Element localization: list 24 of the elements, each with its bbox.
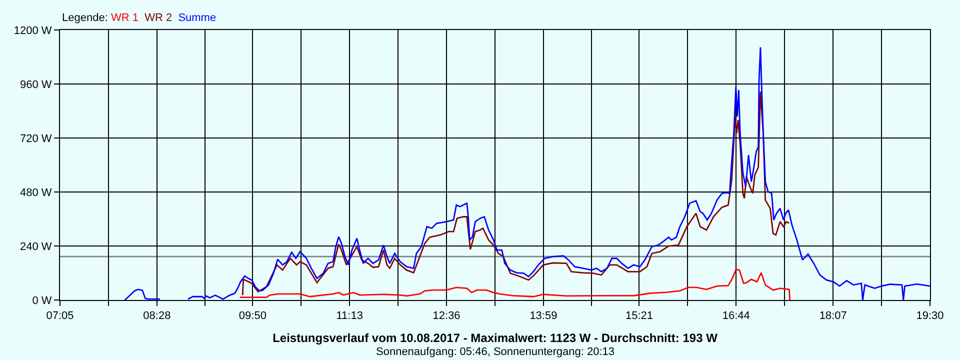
x-tick-label: 09:50 [238,310,266,322]
text: Leistungsverlauf vom 10.08.2017 - Maximalwert: 1123 W - Durchschnitt: 193 W [272,331,718,346]
x-tick-label: 08:28 [143,310,171,322]
line-series [242,90,790,296]
line-series [239,268,791,300]
y-tick-label: 480 W [20,186,52,199]
legend-title: Legende: [62,12,108,24]
y-tick-label: 0 W [32,294,52,307]
text: Summe [178,12,216,24]
x-tick-label: 12:36 [432,310,460,322]
x-tick-label: 13:59 [530,310,558,322]
text: WR 2 [144,12,172,24]
text: WR 1 [110,12,138,24]
y-tick-label: 240 W [20,240,52,253]
x-tick-label: 11:13 [336,310,363,322]
x-tick-label: 15:21 [625,310,653,322]
x-tick-label: 18:07 [819,310,847,322]
y-tick-label: 1200 W [14,24,52,37]
y-tick-label: 720 W [20,132,52,145]
text: Sonnenaufgang: 05:46, Sonnenuntergang: 20:13 [376,346,615,358]
x-tick-label: 19:30 [916,310,944,322]
x-tick-label: 07:05 [46,310,74,322]
y-tick-label: 960 W [20,78,52,91]
x-tick-label: 16:44 [722,310,750,322]
